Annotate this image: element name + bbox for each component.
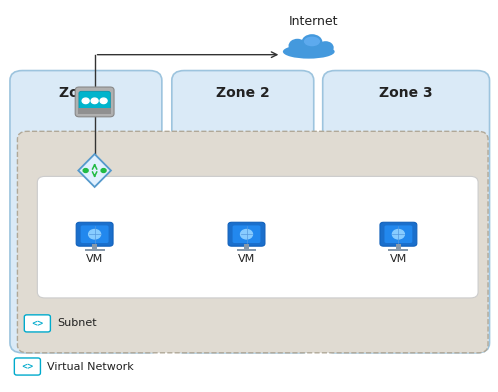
Ellipse shape xyxy=(318,41,334,54)
Circle shape xyxy=(89,230,101,239)
Text: VM: VM xyxy=(86,254,103,264)
FancyBboxPatch shape xyxy=(10,71,162,353)
FancyBboxPatch shape xyxy=(380,222,417,246)
FancyBboxPatch shape xyxy=(81,225,109,243)
FancyBboxPatch shape xyxy=(76,222,113,246)
Bar xyxy=(388,249,408,251)
Circle shape xyxy=(100,98,107,103)
Ellipse shape xyxy=(301,34,323,51)
FancyBboxPatch shape xyxy=(384,225,412,243)
FancyBboxPatch shape xyxy=(228,222,265,246)
FancyBboxPatch shape xyxy=(172,71,314,353)
Circle shape xyxy=(82,98,89,103)
Bar xyxy=(237,249,256,251)
Bar xyxy=(92,244,97,250)
Text: Internet: Internet xyxy=(289,15,339,28)
Text: VM: VM xyxy=(238,254,255,264)
Text: Zone 1: Zone 1 xyxy=(59,86,113,100)
Polygon shape xyxy=(78,154,111,187)
FancyBboxPatch shape xyxy=(233,225,260,243)
Circle shape xyxy=(101,169,106,172)
Bar xyxy=(85,249,105,251)
Circle shape xyxy=(392,230,404,239)
Text: <>: <> xyxy=(21,362,34,371)
FancyBboxPatch shape xyxy=(17,131,488,353)
Circle shape xyxy=(241,230,252,239)
FancyBboxPatch shape xyxy=(24,315,50,332)
FancyBboxPatch shape xyxy=(323,71,490,353)
Text: <>: <> xyxy=(31,319,44,328)
FancyBboxPatch shape xyxy=(14,358,40,375)
FancyBboxPatch shape xyxy=(79,91,111,110)
Text: Virtual Network: Virtual Network xyxy=(47,361,134,372)
Bar xyxy=(396,244,401,250)
Text: VM: VM xyxy=(390,254,407,264)
Text: Subnet: Subnet xyxy=(57,318,97,328)
Text: Zone 3: Zone 3 xyxy=(379,86,433,100)
Circle shape xyxy=(91,98,98,103)
Bar xyxy=(244,244,249,250)
Ellipse shape xyxy=(288,39,306,53)
Circle shape xyxy=(83,169,88,172)
Text: Zone 2: Zone 2 xyxy=(216,86,269,100)
Ellipse shape xyxy=(304,36,320,46)
FancyBboxPatch shape xyxy=(75,87,114,117)
Ellipse shape xyxy=(283,45,335,59)
FancyBboxPatch shape xyxy=(37,176,478,298)
Bar xyxy=(78,108,111,114)
